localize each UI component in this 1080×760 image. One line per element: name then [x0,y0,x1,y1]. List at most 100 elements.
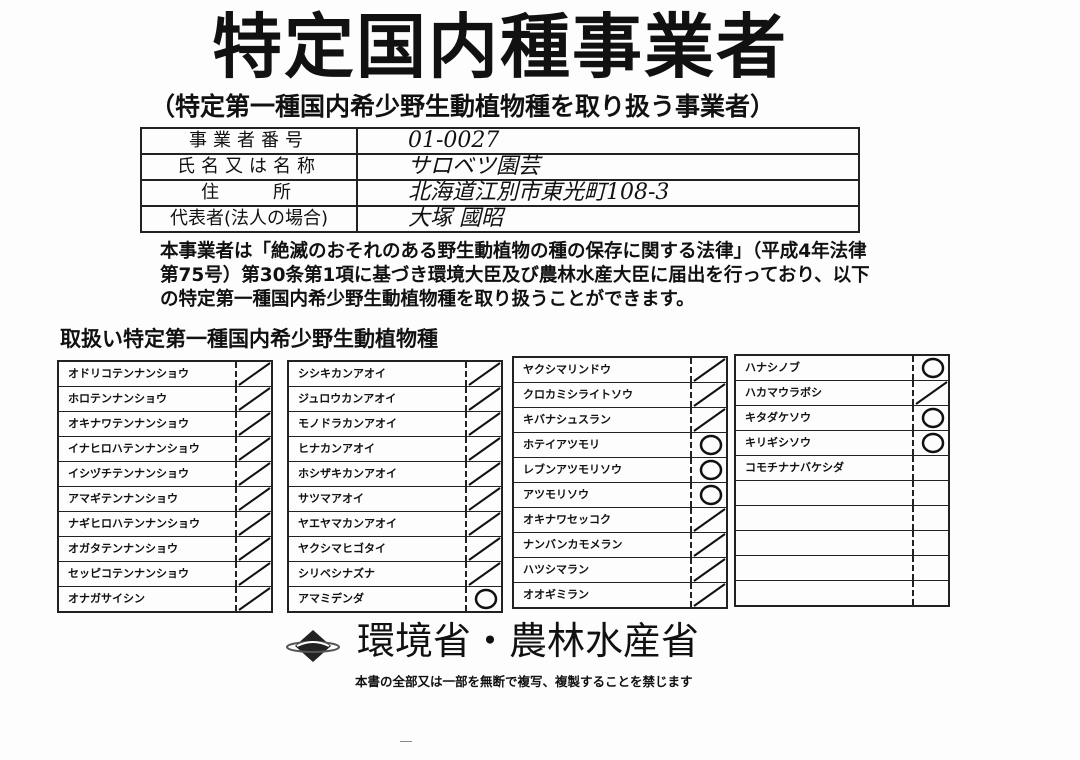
section-title: 取扱い特定第一種国内希少野生動植物種 [60,327,438,351]
info-row: 氏名又は名称 サロベツ園芸 [140,153,860,181]
species-row: ヤクシマヒゴタイ [289,536,501,561]
species-name: アマギテンナンショウ [68,492,178,505]
dashed-divider [465,562,467,586]
slash-mark-icon [468,362,501,386]
species-name: オドリコテンナンショウ [68,367,189,380]
species-row: ホテイアツモリ [514,432,726,457]
species-row: コモチナナバケシダ [736,455,948,480]
slash-mark-icon [693,583,726,607]
divider [400,741,412,742]
subtitle: （特定第一種国内希少野生動植物種を取り扱う事業者） [150,92,776,121]
species-name: オキナワテンナンショウ [68,417,189,430]
info-label: 住 所 [140,179,358,207]
slash-mark-icon [238,562,271,586]
info-row: 住 所北海道江別市東光町108-3 [140,179,860,207]
empty-mark [914,506,948,530]
slash-mark-icon [468,387,501,411]
slash-mark-icon [468,537,501,561]
species-name: ハツシマラン [523,563,589,576]
empty-mark [914,556,948,580]
info-label: 事業者番号 [140,127,358,155]
legal-statement: 本事業者は「絶滅のおそれのある野生動植物の種の保存に関する法律」（平成4年法律第… [160,241,870,310]
slash-mark-icon [238,412,271,436]
species-row: キリギシソウ [736,430,948,455]
circle-mark-icon [921,432,945,454]
dashed-divider [912,406,914,430]
species-row [736,530,948,555]
species-row: ジュロウカンアオイ [289,386,501,411]
dashed-divider [465,487,467,511]
dashed-divider [690,583,692,607]
dashed-divider [235,537,237,561]
slash-mark-icon [915,381,948,405]
species-row: キタダケソウ [736,405,948,430]
dashed-divider [912,581,914,605]
empty-mark [914,531,948,555]
species-column-4: ハナシノブハカマウラボシキタダケソウキリギシソウ コモチナナバケシダ [734,354,950,607]
species-name: ヤクシマリンドウ [523,363,611,376]
dashed-divider [690,483,692,507]
species-row: ナンバンカモメラン [514,532,726,557]
slash-mark-icon [468,512,501,536]
dashed-divider [912,531,914,555]
slash-mark-icon [238,512,271,536]
species-row: アマギテンナンショウ [59,486,271,511]
species-row: ナギヒロハテンナンショウ [59,511,271,536]
info-value: 大塚 國昭 [356,205,860,233]
empty-mark [914,456,948,480]
species-name: クロカミシライトソウ [523,388,633,401]
page-title: 特定国内種事業者 [212,6,788,88]
circle-mark-icon [699,484,723,506]
dashed-divider [912,556,914,580]
species-name: ハナシノブ [745,361,800,374]
info-row: 事業者番号 01-0027 [140,127,860,155]
species-name: ホロテンナンショウ [68,392,167,405]
dashed-divider [235,562,237,586]
slash-mark-icon [468,412,501,436]
species-row: モノドラカンアオイ [289,411,501,436]
species-row: ヤクシマリンドウ [514,358,726,382]
species-row: アツモリソウ [514,482,726,507]
species-row: ハツシマラン [514,557,726,582]
species-name: イシヅチテンナンショウ [68,467,189,480]
dashed-divider [465,387,467,411]
species-row: アマミデンダ [289,586,501,611]
species-row [736,505,948,530]
species-row: ホシザキカンアオイ [289,461,501,486]
slash-mark-icon [468,487,501,511]
slash-mark-icon [693,508,726,532]
empty-mark [914,581,948,605]
species-name: キタダケソウ [745,411,811,424]
species-row: オガタテンナンショウ [59,536,271,561]
slash-mark-icon [693,408,726,432]
species-name: ホテイアツモリ [523,438,600,451]
species-row [736,480,948,505]
species-row: シシキカンアオイ [289,362,501,386]
species-column-2: シシキカンアオイジュロウカンアオイモノドラカンアオイヒナカンアオイホシザキカンア… [287,360,503,613]
slash-mark-icon [468,562,501,586]
circle-mark-icon [921,357,945,379]
species-name: オキナワセッコク [523,513,611,526]
dashed-divider [690,558,692,582]
dashed-divider [690,408,692,432]
species-name: ヒナカンアオイ [298,442,375,455]
species-name: ジュロウカンアオイ [298,392,397,405]
species-name: セッピコテンナンショウ [68,567,189,580]
species-row: オオギミラン [514,582,726,607]
species-row: ホロテンナンショウ [59,386,271,411]
species-row: オキナワセッコク [514,507,726,532]
species-name: キバナシュスラン [523,413,611,426]
dashed-divider [465,587,467,611]
dashed-divider [912,506,914,530]
dashed-divider [235,587,237,611]
species-row: ハカマウラボシ [736,380,948,405]
species-row: シリベシナズナ [289,561,501,586]
species-row: オキナワテンナンショウ [59,411,271,436]
dashed-divider [465,412,467,436]
dashed-divider [690,458,692,482]
slash-mark-icon [468,437,501,461]
slash-mark-icon [238,387,271,411]
slash-mark-icon [693,383,726,407]
info-row: 代表者(法人の場合) 大塚 國昭 [140,205,860,233]
dashed-divider [912,381,914,405]
